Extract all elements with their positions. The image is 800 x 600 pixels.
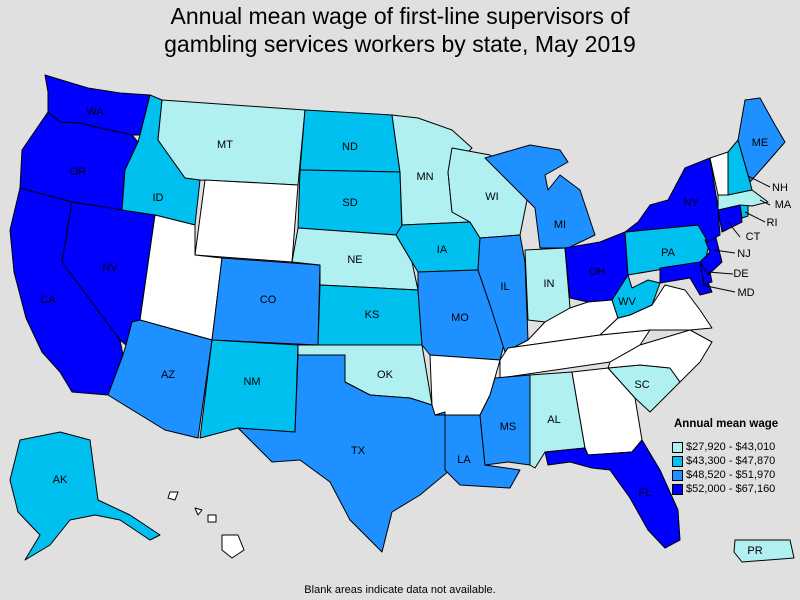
state-FL[interactable] — [544, 439, 681, 549]
title-line-1: Annual mean wage of first-line superviso… — [170, 3, 630, 29]
state-label-NH: NH — [772, 182, 788, 194]
state-label-IN: IN — [544, 278, 555, 290]
state-label-WV: WV — [618, 296, 636, 308]
state-NH[interactable] — [727, 139, 753, 196]
state-label-IA: IA — [437, 244, 448, 256]
legend-swatch — [672, 483, 683, 495]
state-label-DE: DE — [733, 268, 748, 280]
legend-item: $52,000 - $67,160 — [672, 482, 800, 496]
state-AZ[interactable] — [107, 319, 213, 439]
callout-lines — [701, 175, 771, 293]
legend-swatch — [672, 441, 683, 453]
state-label-NV: NV — [102, 262, 118, 274]
legend-label: $27,920 - $43,010 — [686, 441, 776, 453]
state-labels: WA OR CA NV ID MT AZ CO NM ND SD NE KS OK TX MN IA MO LA WI… — [40, 106, 792, 557]
legend-swatch — [672, 455, 683, 467]
state-label-PR: PR — [747, 545, 762, 557]
state-label-AL: AL — [547, 414, 560, 426]
state-label-OR: OR — [70, 166, 87, 178]
state-TX[interactable] — [237, 354, 451, 553]
state-label-NE: NE — [347, 254, 362, 266]
state-NM[interactable] — [199, 339, 299, 439]
legend-item: $48,520 - $51,970 — [672, 468, 800, 482]
state-MI[interactable] — [484, 144, 596, 249]
state-label-WI: WI — [485, 191, 498, 203]
state-label-NY: NY — [683, 197, 699, 209]
title-line-2: gambling services workers by state, May … — [164, 31, 636, 57]
state-label-MO: MO — [451, 312, 469, 324]
state-label-AK: AK — [53, 474, 68, 486]
state-NJ[interactable] — [699, 237, 723, 276]
state-label-MD: MD — [737, 287, 754, 299]
state-label-KS: KS — [365, 309, 380, 321]
state-label-MS: MS — [500, 421, 517, 433]
state-PR[interactable] — [733, 539, 795, 563]
state-label-ME: ME — [752, 137, 769, 149]
state-label-CA: CA — [40, 294, 56, 306]
state-label-PA: PA — [661, 247, 676, 259]
legend-label: $43,300 - $47,870 — [686, 455, 776, 467]
state-label-LA: LA — [457, 454, 471, 466]
footnote: Blank areas indicate data not available. — [304, 584, 496, 596]
state-label-TX: TX — [351, 445, 366, 457]
legend: Annual mean wage $27,920 - $43,010 $43,3… — [672, 418, 800, 496]
state-RI[interactable] — [739, 203, 749, 219]
state-AK[interactable] — [9, 431, 161, 561]
state-label-SD: SD — [342, 197, 357, 209]
legend-item: $27,920 - $43,010 — [672, 440, 800, 454]
legend-label: $48,520 - $51,970 — [686, 469, 776, 481]
legend-label: $52,000 - $67,160 — [686, 483, 776, 495]
state-label-NM: NM — [243, 376, 260, 388]
state-label-SC: SC — [634, 379, 649, 391]
state-label-MI: MI — [554, 219, 566, 231]
legend-item: $43,300 - $47,870 — [672, 454, 800, 468]
state-label-CT: CT — [746, 231, 761, 243]
state-TN[interactable] — [499, 329, 651, 379]
map-title: Annual mean wage of first-line superviso… — [0, 2, 800, 58]
state-label-MA: MA — [775, 199, 792, 211]
state-NC[interactable] — [607, 329, 713, 383]
state-HI[interactable] — [167, 491, 245, 559]
state-label-OH: OH — [589, 266, 606, 278]
state-label-MT: MT — [217, 139, 233, 151]
legend-swatch — [672, 469, 683, 481]
state-label-FL: FL — [639, 487, 652, 499]
state-WY[interactable] — [194, 179, 299, 263]
state-label-OK: OK — [377, 369, 394, 381]
state-label-AZ: AZ — [161, 369, 175, 381]
legend-title: Annual mean wage — [674, 418, 779, 430]
state-label-ID: ID — [153, 192, 164, 204]
state-label-MN: MN — [416, 171, 433, 183]
state-label-ND: ND — [342, 141, 358, 153]
state-label-RI: RI — [767, 217, 778, 229]
state-label-WA: WA — [86, 106, 104, 118]
state-label-NJ: NJ — [737, 248, 750, 260]
state-ME[interactable] — [737, 97, 786, 183]
state-label-CO: CO — [260, 294, 277, 306]
state-label-IL: IL — [500, 281, 509, 293]
